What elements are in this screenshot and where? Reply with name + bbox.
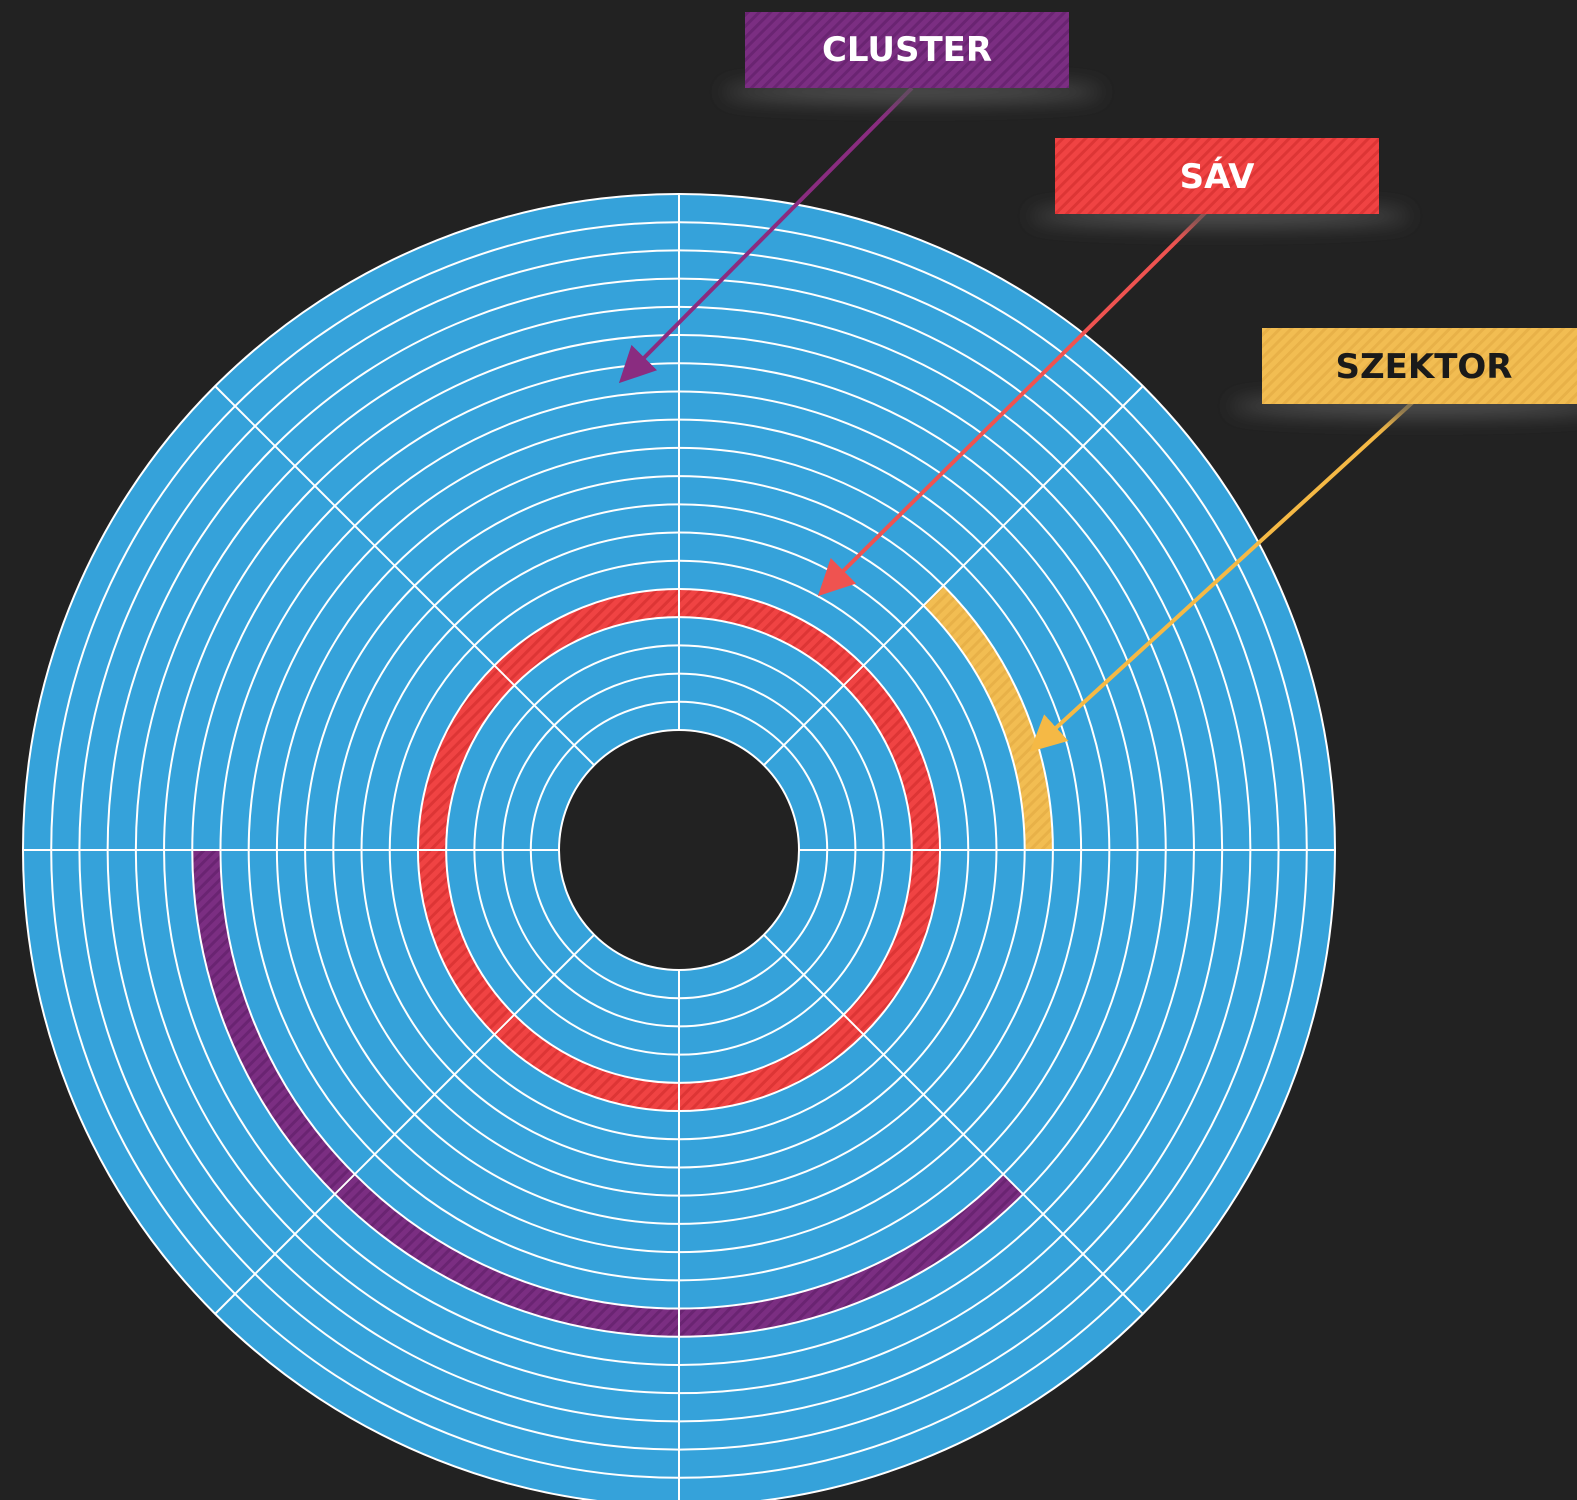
sector-lines [23, 194, 1335, 1500]
sector-boundary [763, 934, 1144, 1315]
track-arrow [817, 210, 1208, 597]
cluster-label: CLUSTER [722, 12, 1102, 102]
sector-arrow [1029, 400, 1415, 752]
sector-boundary [214, 934, 595, 1315]
sector-label: SZEKTOR [1230, 328, 1577, 416]
track-label: SÁV [1030, 138, 1410, 226]
cluster-arrow [618, 86, 914, 384]
highlighted-sector [923, 585, 1053, 850]
sector-boundary [763, 385, 1144, 766]
cluster-label-text: CLUSTER [822, 30, 992, 70]
track-label-text: SÁV [1180, 156, 1255, 197]
sector-boundary [214, 385, 595, 766]
spindle-hole [558, 729, 800, 971]
sector-label-text: SZEKTOR [1336, 347, 1513, 387]
